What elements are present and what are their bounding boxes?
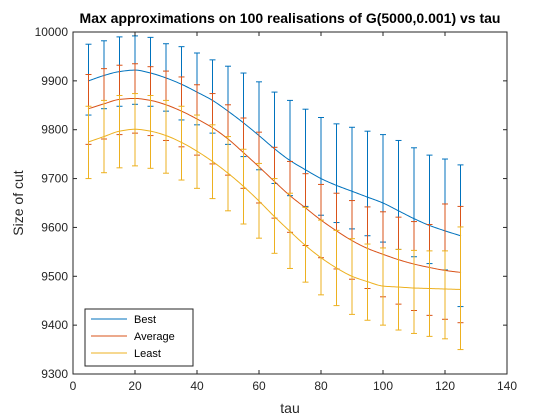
y-tick-label: 9600	[41, 220, 68, 234]
series-least	[85, 93, 464, 351]
y-tick-label: 9700	[41, 172, 68, 186]
x-tick-label: 140	[497, 379, 517, 393]
y-tick-label: 9300	[41, 367, 68, 381]
x-tick-label: 0	[70, 379, 77, 393]
legend-label: Best	[134, 314, 156, 326]
x-tick-label: 120	[435, 379, 455, 393]
axes-layer	[72, 31, 508, 375]
y-axis-title: Size of cut	[10, 170, 26, 235]
y-tick-label: 9900	[41, 74, 68, 88]
y-tick-label: 9400	[41, 318, 68, 332]
legend-label: Average	[134, 331, 175, 343]
y-tick-label: 9800	[41, 123, 68, 137]
y-tick-label: 9500	[41, 269, 68, 283]
legend-label: Least	[134, 348, 161, 360]
chart-title: Max approximations on 100 realisations o…	[80, 10, 501, 26]
y-tick-label: 10000	[35, 25, 69, 39]
series-layer	[85, 35, 464, 351]
x-tick-label: 80	[314, 379, 328, 393]
legend: Best Average Least	[84, 308, 194, 367]
x-tick-label: 60	[252, 379, 266, 393]
ticks-layer: 0 20 40 60 80 100 120 140 9300 9400 9500 9600 9700 98…	[35, 25, 518, 393]
series-line	[88, 128, 461, 290]
x-tick-label: 20	[128, 379, 142, 393]
x-tick-label: 40	[190, 379, 204, 393]
axes-box	[72, 31, 508, 375]
x-axis-title: tau	[280, 400, 299, 416]
x-tick-label: 100	[373, 379, 393, 393]
